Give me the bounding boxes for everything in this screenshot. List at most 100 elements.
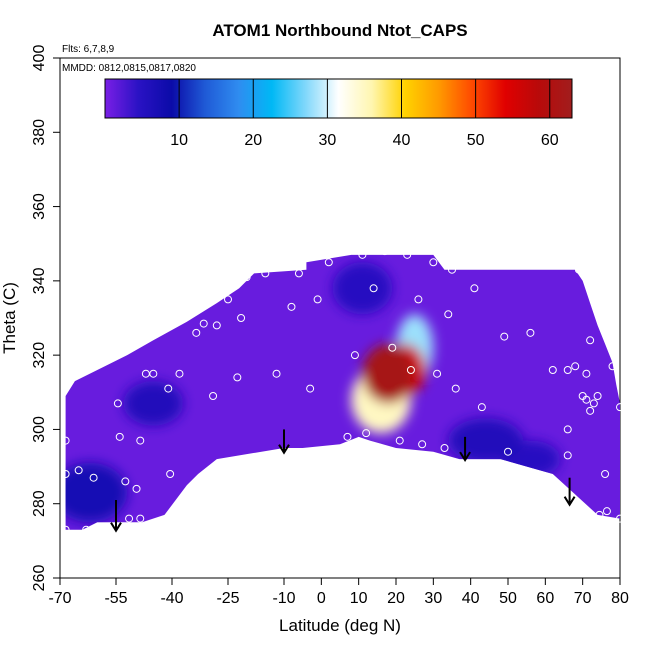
sample-point — [500, 332, 509, 341]
sample-point — [429, 258, 438, 267]
x-tick-label: -70 — [48, 590, 71, 607]
x-tick-label: 30 — [424, 590, 442, 607]
field-blob — [123, 381, 184, 426]
sample-point — [287, 302, 296, 311]
sample-point — [294, 269, 303, 278]
colorbar-label-60: 60 — [541, 132, 559, 149]
field-blob — [65, 462, 128, 523]
x-tick-label: 60 — [536, 590, 554, 607]
x-tick-label: -25 — [216, 590, 239, 607]
sample-point — [602, 507, 611, 516]
x-tick-label: -10 — [272, 590, 295, 607]
down-arrow-icon — [110, 500, 122, 533]
x-tick-label: 0 — [317, 590, 326, 607]
sample-point — [586, 406, 595, 415]
y-tick-label: 280 — [31, 490, 48, 517]
sample-point — [362, 429, 371, 438]
sample-point — [601, 470, 610, 478]
sample-point — [563, 366, 572, 374]
colorbar-label-50: 50 — [467, 132, 485, 149]
y-tick-label: 340 — [31, 267, 48, 294]
x-tick-label: 40 — [462, 590, 480, 607]
sample-point — [595, 510, 604, 519]
y-tick-label: 380 — [31, 119, 48, 146]
x-tick-label: 10 — [350, 590, 368, 607]
y-tick-label: 300 — [31, 416, 48, 443]
field-blob — [362, 344, 415, 404]
sample-point — [350, 351, 359, 360]
x-tick-label: 20 — [387, 590, 405, 607]
sample-point — [164, 384, 173, 393]
sample-point — [589, 399, 598, 408]
sample-point — [233, 373, 242, 382]
sample-point — [369, 284, 378, 293]
dates-note: MMDD: 0812,0815,0817,0820 — [62, 63, 196, 74]
sample-point — [237, 314, 246, 322]
y-axis: 260 280 300 320 340 360 380 400 — [31, 45, 61, 592]
x-axis-title: Latitude (deg N) — [279, 616, 401, 635]
arrow-head — [110, 522, 122, 533]
sample-point — [61, 525, 70, 534]
x-tick-label: -55 — [104, 590, 127, 607]
sample-point — [343, 432, 352, 441]
sample-point — [616, 514, 624, 523]
sample-point — [451, 384, 460, 393]
field-blob — [448, 418, 523, 463]
sample-point — [403, 250, 412, 259]
down-arrow-icon — [459, 436, 471, 463]
sample-point — [582, 395, 591, 404]
sample-point — [209, 392, 218, 400]
sample-point — [113, 399, 122, 408]
sample-point — [616, 403, 624, 412]
sample-point — [586, 336, 595, 345]
sample-point — [563, 425, 572, 434]
sample-points-layer — [61, 247, 624, 534]
sample-point — [571, 362, 580, 371]
sample-point — [313, 295, 322, 304]
sample-point — [477, 403, 486, 412]
sample-point — [388, 343, 397, 352]
x-tick-label: 80 — [611, 590, 629, 607]
sample-point — [574, 265, 583, 274]
x-tick-label: 70 — [574, 590, 592, 607]
sample-point — [132, 484, 141, 493]
sample-point — [166, 470, 175, 478]
field-base — [65, 254, 620, 530]
arrow-head — [459, 451, 471, 463]
x-tick-label: -40 — [160, 590, 183, 607]
sample-point — [175, 369, 184, 378]
sample-point — [608, 362, 617, 371]
sample-point — [136, 436, 145, 445]
sample-point — [61, 436, 70, 445]
colorbar-gradient — [104, 78, 573, 119]
colorbar-label-30: 30 — [318, 132, 336, 149]
sample-point — [192, 328, 201, 337]
y-tick-label: 400 — [31, 45, 48, 72]
chart-title: ATOM1 Northbound Ntot_CAPS — [212, 21, 467, 40]
sample-point — [89, 473, 98, 482]
sample-point — [548, 366, 557, 374]
sample-point — [418, 440, 427, 449]
y-tick-label: 260 — [31, 565, 48, 592]
sample-point — [593, 392, 602, 400]
sample-point — [406, 366, 415, 374]
colorbar-label-40: 40 — [393, 132, 411, 149]
sample-point — [395, 436, 404, 445]
sample-point — [121, 477, 130, 486]
sample-point — [242, 273, 251, 282]
sample-point — [199, 319, 208, 328]
sample-point — [136, 514, 145, 523]
field-blob — [332, 262, 393, 315]
sample-point — [149, 369, 158, 378]
sample-point — [504, 447, 512, 456]
down-arrow-icon — [278, 429, 290, 455]
arrow-head — [563, 496, 576, 507]
y-tick-label: 360 — [31, 193, 48, 220]
sample-point — [440, 444, 449, 452]
colorbar: 10 20 30 40 50 60 — [104, 78, 573, 149]
colorbar-ticks: 10 20 30 40 50 60 — [170, 79, 559, 149]
sample-point — [448, 265, 456, 274]
arrows-layer — [110, 429, 576, 533]
x-tick-label: 50 — [499, 590, 517, 607]
